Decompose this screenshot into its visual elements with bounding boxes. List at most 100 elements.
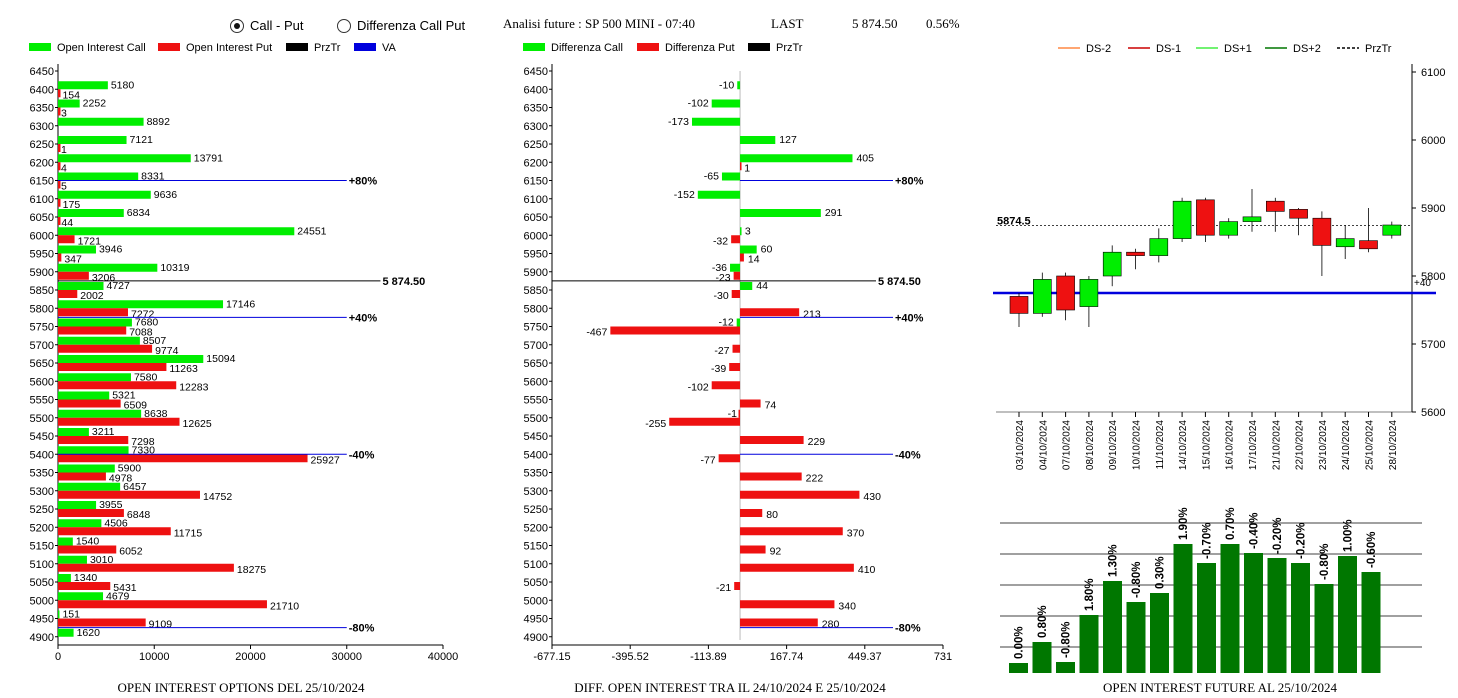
diff-put-bar	[740, 509, 763, 517]
diff-put-value: -21	[716, 582, 731, 594]
put-bar	[58, 326, 127, 335]
oi-bar-label: -0.60%	[1366, 532, 1378, 568]
strike-label: 5200	[30, 522, 54, 534]
call-value: 151	[62, 609, 80, 621]
diff-put-value: 1	[744, 162, 750, 174]
call-value: 15094	[206, 353, 235, 365]
diff-put-value: 92	[770, 546, 782, 558]
diff-call-value: -65	[704, 171, 719, 183]
candle-body	[1149, 238, 1169, 256]
diff-put-value: 370	[847, 527, 865, 539]
diff-call-bar	[740, 136, 776, 144]
put-bar	[58, 436, 129, 444]
put-bar	[58, 417, 180, 426]
legend-diff: Differenza Call Differenza Put PrzTr	[523, 42, 803, 54]
diff-call-value: -12	[719, 317, 734, 329]
diff-call-value: 291	[825, 207, 843, 219]
diff-put-bar	[740, 399, 761, 408]
x-tick-label: 167.74	[770, 651, 804, 663]
candle-body	[1009, 296, 1029, 314]
call-value: 5321	[112, 390, 136, 402]
call-value: 8638	[144, 408, 168, 420]
diff-put-bar	[740, 253, 744, 262]
strike-label: 5200	[524, 522, 548, 534]
strike-label: 5650	[30, 358, 54, 370]
strike-label: 6300	[524, 121, 548, 133]
va-label: +40	[1414, 278, 1431, 289]
put-bar	[58, 144, 61, 152]
strike-label: 5700	[30, 340, 54, 352]
diff-call-bar	[697, 190, 741, 199]
call-bar	[58, 245, 96, 254]
call-value: 6457	[123, 481, 147, 493]
oi-bar-label: 0.30%	[1155, 556, 1167, 589]
oi-bar	[1197, 563, 1216, 673]
marker-label: -40%	[895, 449, 921, 461]
radio-unselected-icon[interactable]	[337, 18, 351, 33]
put-bar	[58, 454, 308, 463]
call-value: 2252	[83, 98, 107, 110]
radio-call-put[interactable]: Call - Put	[230, 18, 303, 33]
radio-differenza-label: Differenza Call Put	[357, 18, 466, 33]
call-value: 8507	[143, 335, 167, 347]
put-value: 1	[61, 144, 67, 156]
put-bar	[58, 253, 62, 262]
strike-label: 5300	[30, 486, 54, 498]
legend-diff-label-0: Differenza Call	[551, 42, 623, 54]
date-label: 15/10/2024	[1201, 420, 1212, 470]
call-value: 6834	[127, 207, 151, 219]
diff-put-bar	[740, 563, 854, 572]
oi-bar	[1009, 663, 1028, 673]
radio-selected-icon[interactable]	[230, 18, 244, 33]
oi-bar	[1244, 553, 1263, 673]
oi-bar-label: -0.20%	[1272, 518, 1284, 554]
legend-options-swatch-0	[29, 43, 51, 51]
date-label: 03/10/2024	[1015, 420, 1026, 470]
legend-future-label-3: DS+2	[1293, 43, 1321, 55]
diff-put-value: -32	[713, 235, 728, 247]
legend-options-label-1: Open Interest Put	[186, 42, 272, 54]
put-bar	[58, 107, 61, 116]
call-bar	[58, 263, 158, 272]
last-label: LAST	[771, 16, 804, 31]
put-bar	[58, 563, 234, 572]
candle-body	[1289, 209, 1308, 219]
date-label: 28/10/2024	[1388, 420, 1399, 470]
call-value: 3955	[99, 499, 123, 511]
price-tick-label: 6000	[1421, 135, 1445, 147]
diff-call-bar	[730, 263, 741, 272]
put-bar	[58, 344, 153, 353]
marker-label: -80%	[895, 623, 921, 635]
chart-oi-diff: 6450 6400 -10 6350 -102 6300 -173 6250 127 6200 40…	[524, 64, 952, 695]
put-bar	[58, 618, 146, 627]
legend-diff-label-1: Differenza Put	[665, 42, 735, 54]
date-label: 04/10/2024	[1038, 420, 1049, 470]
strike-label: 6450	[30, 66, 54, 78]
marker-label: -40%	[349, 449, 375, 461]
strike-label: 6050	[30, 212, 54, 224]
chart-future-candles: 5600 5700 5800 5900 6000 6100 03/10/2024 04/10/…	[993, 64, 1445, 470]
call-value: 13791	[194, 152, 223, 164]
diff-put-bar	[711, 381, 741, 390]
diff-put-value: 340	[838, 600, 856, 612]
radio-differenza[interactable]: Differenza Call Put	[337, 18, 465, 33]
diff-put-bar	[734, 582, 741, 590]
candle-body	[1172, 200, 1192, 239]
diff-call-value: -36	[712, 262, 727, 274]
strike-label: 5450	[524, 431, 548, 443]
strike-label: 5850	[30, 285, 54, 297]
price-tick-label: 5600	[1421, 407, 1445, 419]
oi-bar-label: -0.80%	[1319, 544, 1331, 580]
put-bar	[58, 399, 121, 408]
diff-put-bar	[729, 363, 741, 371]
diff-call-value: 44	[756, 280, 768, 292]
put-bar	[58, 472, 106, 481]
diff-put-value: 213	[803, 308, 821, 320]
diff-call-value: -173	[668, 116, 689, 128]
diff-put-value: -23	[715, 272, 730, 284]
oi-bar-label: -0.40%	[1249, 513, 1261, 549]
diff-put-bar	[610, 326, 741, 335]
diff-put-bar	[740, 162, 742, 171]
legend-options-label-0: Open Interest Call	[57, 42, 146, 54]
oi-bar	[1173, 544, 1193, 673]
